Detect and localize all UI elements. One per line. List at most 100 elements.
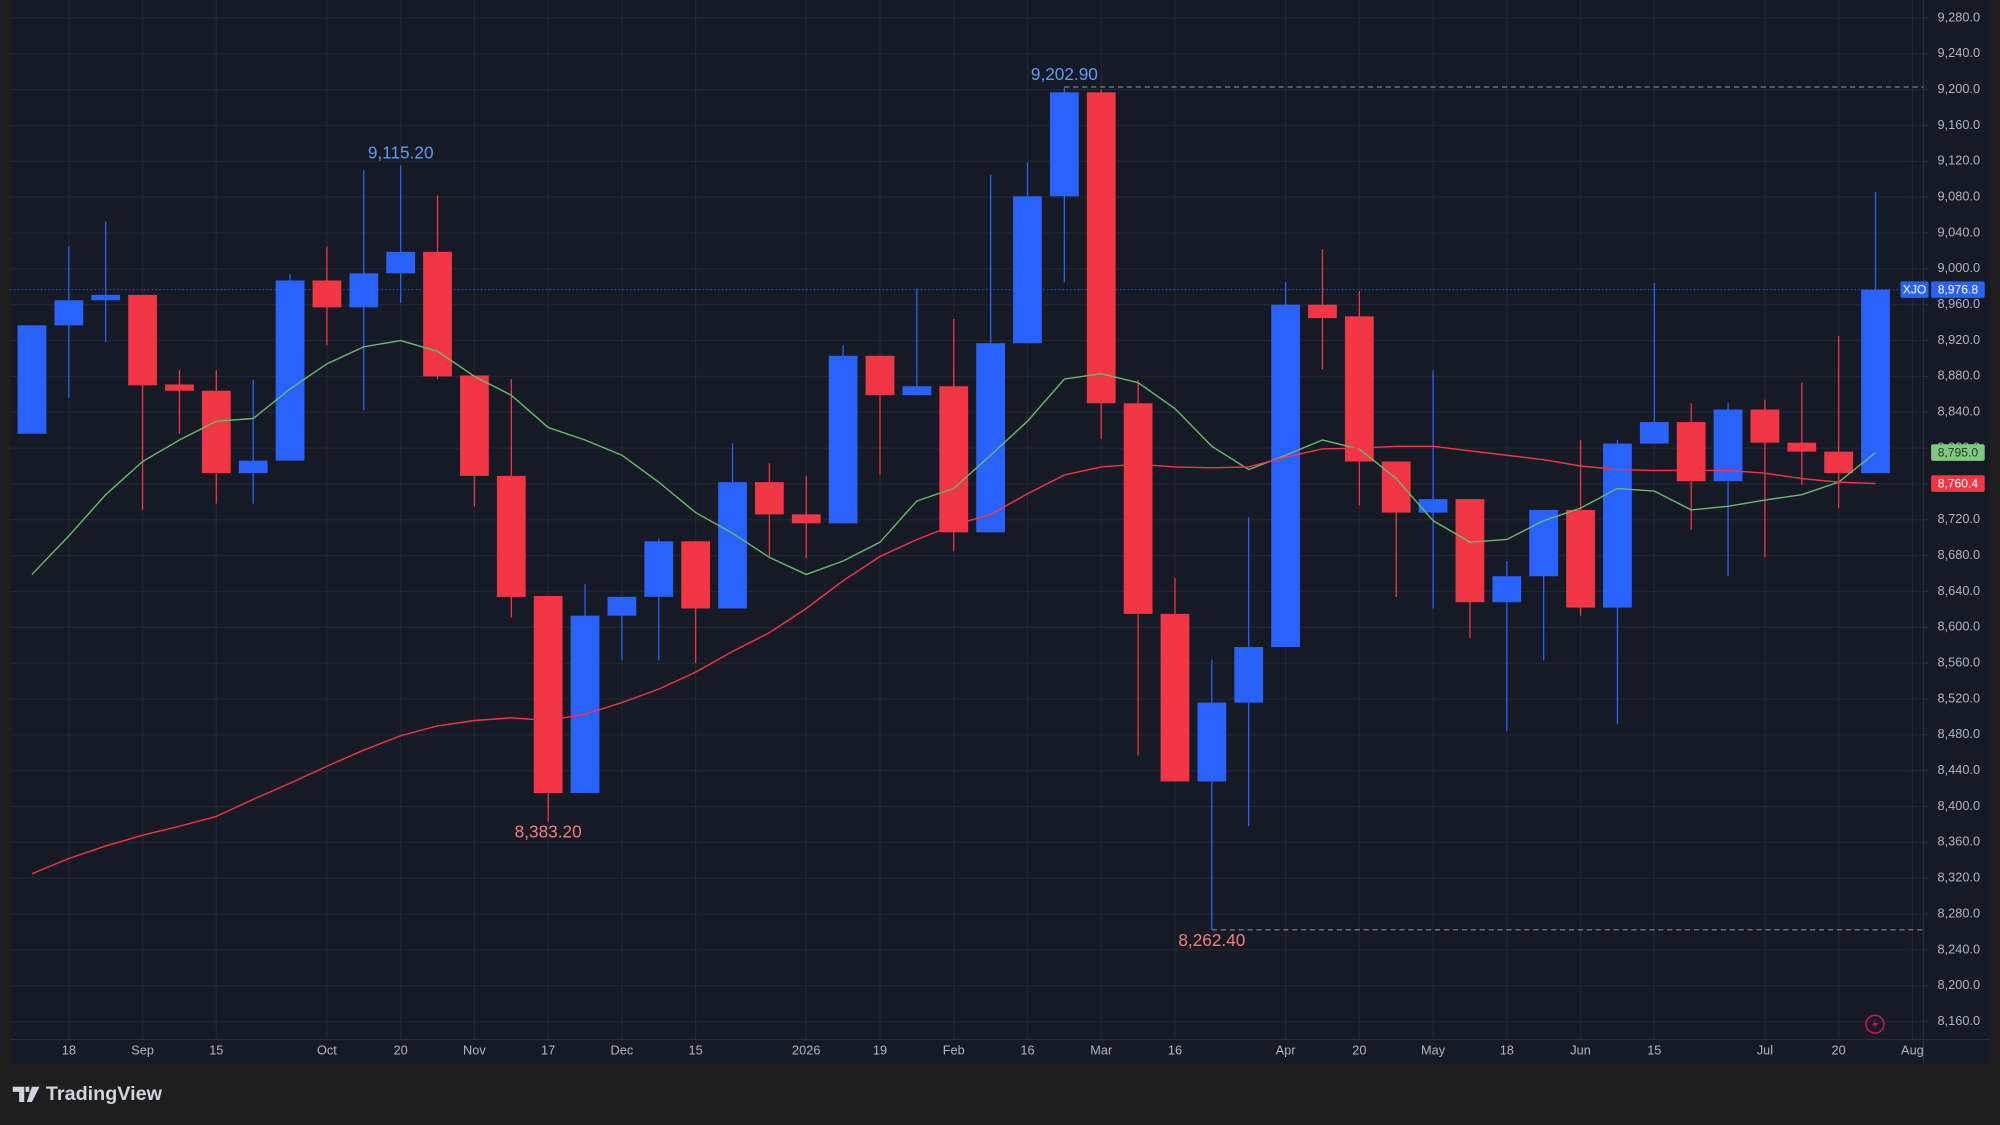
moving-average — [31, 339, 1876, 576]
candle-body — [1603, 443, 1632, 608]
candle-body — [1676, 422, 1706, 482]
x-tick-label: 20 — [1352, 1042, 1366, 1057]
brand-name: TradingView — [46, 1083, 163, 1105]
price-tag — [1931, 444, 1985, 461]
y-tick-label: 8,160.0 — [1938, 1013, 1981, 1028]
candle-body — [1344, 316, 1374, 462]
candle-body — [1160, 613, 1190, 782]
alert-circle — [1865, 1014, 1885, 1034]
y-tick-label: 8,480.0 — [1938, 726, 1981, 741]
x-tick-label: 15 — [689, 1042, 703, 1057]
y-tick-label: 9,000.0 — [1938, 260, 1981, 275]
candle-body — [17, 325, 47, 434]
candle-body — [1234, 647, 1264, 703]
y-tick-label: 8,920.0 — [1938, 332, 1981, 347]
candle-body — [1013, 196, 1042, 344]
y-tick-label: 8,240.0 — [1938, 941, 1981, 956]
x-tick-label: 20 — [394, 1042, 408, 1057]
candle-body — [349, 273, 379, 308]
candle-body — [681, 541, 711, 609]
extreme-label: 8,262.40 — [1178, 930, 1245, 950]
x-tick-label: Aug — [1901, 1042, 1924, 1057]
x-tick-label: 17 — [541, 1042, 555, 1057]
y-tick-label: 8,840.0 — [1938, 404, 1981, 419]
candle-body — [1861, 289, 1890, 474]
alert-icon[interactable] — [1865, 1014, 1885, 1034]
y-tick-label: 8,640.0 — [1938, 583, 1981, 598]
brand[interactable]: TradingView — [12, 1083, 163, 1105]
x-tick-label: 2026 — [792, 1042, 820, 1057]
y-tick-label: 9,200.0 — [1938, 81, 1981, 96]
candle-body — [976, 343, 1005, 533]
x-tick-label: Apr — [1276, 1042, 1297, 1057]
candle-body — [1566, 509, 1595, 608]
price-tag-label: 8,795.0 — [1938, 445, 1979, 459]
x-tick-label: Feb — [943, 1042, 965, 1057]
x-tick-label: 16 — [1168, 1042, 1182, 1057]
y-tick-label: 8,400.0 — [1938, 798, 1981, 813]
candle-body — [1787, 442, 1817, 452]
y-tick-label: 8,880.0 — [1938, 368, 1981, 383]
y-tick-label: 9,120.0 — [1938, 153, 1981, 168]
x-tick-label: 19 — [873, 1042, 887, 1057]
candle-body — [312, 280, 342, 308]
price-tag-label: 8,760.4 — [1938, 476, 1979, 490]
candle-body — [54, 300, 84, 326]
candle-body — [755, 482, 784, 515]
candle-body — [533, 595, 563, 794]
y-tick-label: 8,520.0 — [1938, 690, 1981, 705]
candle-body — [1492, 576, 1522, 603]
price-tag-label: 8,976.8 — [1938, 282, 1979, 296]
candle-body — [1713, 409, 1743, 482]
x-tick-label: 18 — [62, 1042, 76, 1057]
candle-body — [791, 514, 821, 524]
candle-body — [570, 615, 600, 794]
alert-bolt — [1871, 1017, 1879, 1031]
candle-body — [1639, 422, 1669, 444]
x-tick-label: Oct — [317, 1042, 337, 1057]
candle-body — [1418, 499, 1448, 513]
x-tick-label: 18 — [1500, 1042, 1514, 1057]
y-tick-label: 8,720.0 — [1938, 511, 1981, 526]
candle-body — [423, 251, 452, 377]
moving-average — [31, 445, 1876, 875]
x-tick-label: Nov — [463, 1042, 486, 1057]
extreme-label: 9,115.20 — [368, 143, 434, 163]
x-tick-label: 15 — [209, 1042, 223, 1057]
symbol-tag — [1900, 281, 1929, 298]
x-tick-label: Jun — [1570, 1042, 1591, 1057]
brand-logo — [12, 1086, 40, 1103]
y-tick-label: 9,240.0 — [1938, 45, 1981, 60]
candle-body — [718, 482, 747, 609]
candle-body — [1750, 409, 1780, 443]
candle-body — [902, 386, 932, 396]
y-tick-label: 8,560.0 — [1938, 655, 1981, 670]
y-tick-label: 8,200.0 — [1938, 977, 1981, 992]
candle-body — [128, 294, 157, 386]
candle-body — [1381, 461, 1411, 513]
candle-body — [91, 294, 121, 301]
candle-body — [1529, 509, 1559, 577]
x-tick-label: Mar — [1090, 1042, 1113, 1057]
y-tick-label: 8,320.0 — [1938, 870, 1981, 885]
plot — [17, 87, 1890, 930]
y-tick-label: 8,280.0 — [1938, 905, 1981, 920]
candle-body — [1271, 304, 1300, 648]
x-tick-label: Dec — [611, 1042, 634, 1057]
candle-body — [607, 596, 637, 616]
y-tick-label: 9,280.0 — [1938, 9, 1981, 24]
candle-body — [1824, 451, 1854, 474]
y-tick-label: 9,160.0 — [1938, 117, 1981, 132]
y-tick-label: 9,040.0 — [1938, 224, 1981, 239]
x-tick-label: May — [1421, 1042, 1446, 1057]
y-tick-label: 8,360.0 — [1938, 834, 1981, 849]
price-tag — [1931, 281, 1985, 298]
candle-body — [1197, 702, 1227, 782]
candle-body — [496, 475, 526, 597]
candle-body — [386, 251, 416, 274]
x-tick-label: 15 — [1647, 1042, 1661, 1057]
candle-body — [1049, 92, 1079, 197]
candle-body — [865, 355, 895, 396]
